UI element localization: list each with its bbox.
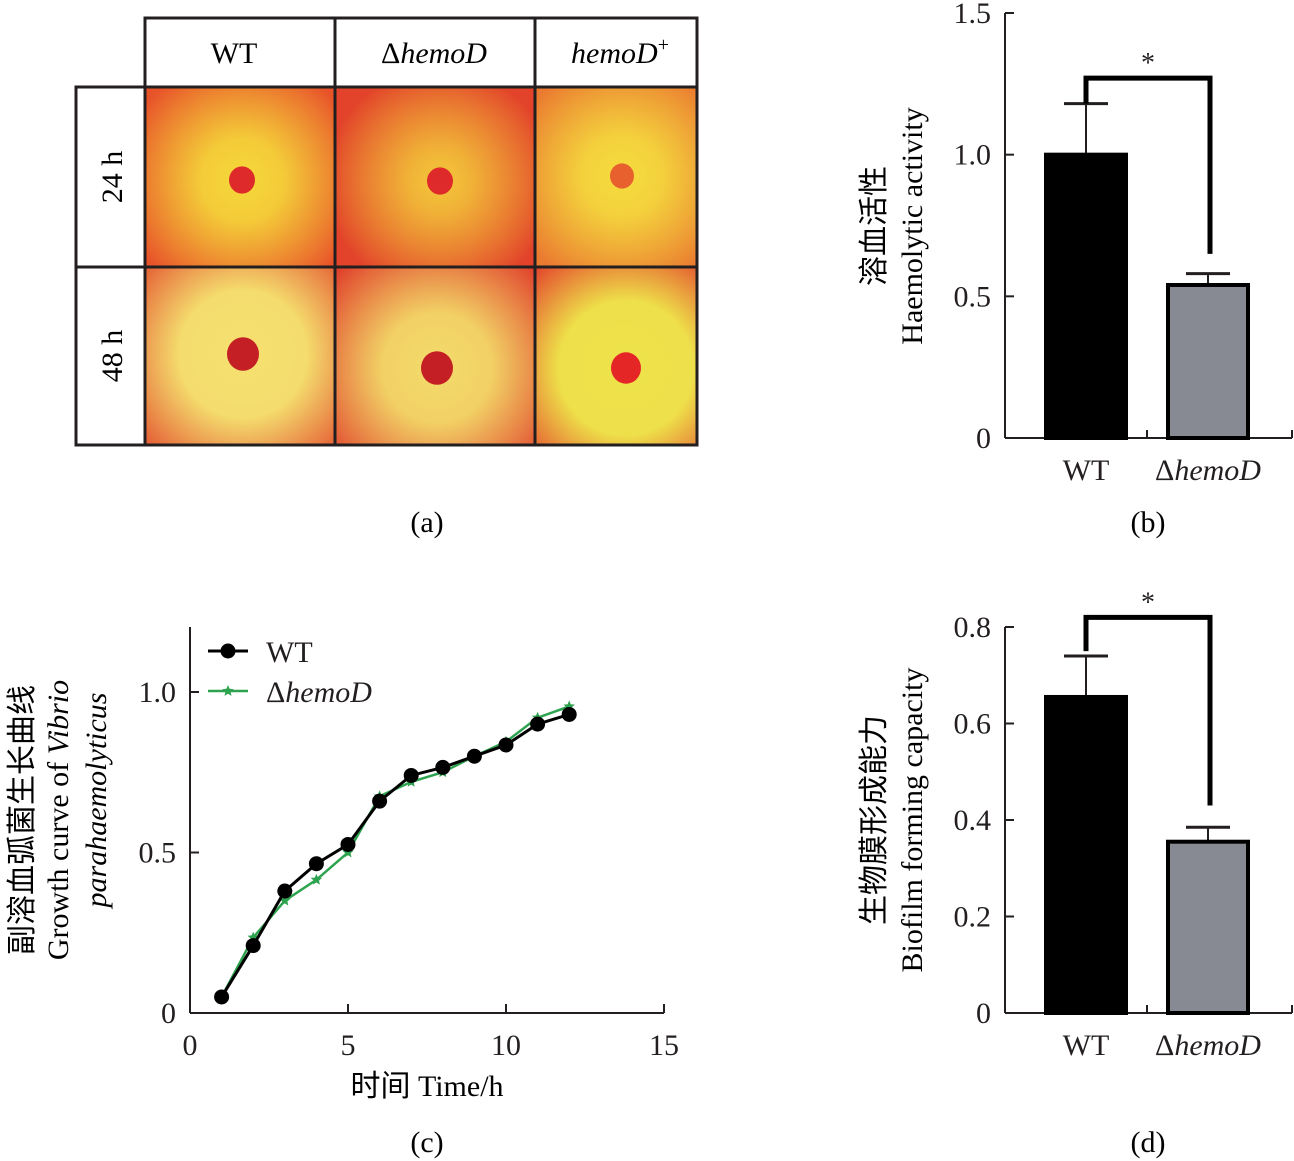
- data-point-wt: [530, 716, 546, 732]
- column-header-hemod-complement: hemoD+: [571, 34, 669, 70]
- y-tick-label: 0: [976, 422, 991, 455]
- legend-label-hemod: ΔhemoD: [266, 676, 372, 709]
- y-tick-label: 0.5: [954, 280, 992, 313]
- header-cell-hemod-mutant: [333, 16, 537, 89]
- legend: WT ΔhemoD: [208, 636, 372, 709]
- colony-spot: [421, 351, 453, 385]
- panel-label-a: (a): [410, 506, 443, 539]
- panel-c-ylabel: Growth curve of Vibrio: [42, 680, 75, 960]
- data-point-wt: [561, 706, 577, 722]
- y-tick-label: 1.0: [139, 676, 177, 709]
- data-point-wt: [277, 883, 293, 899]
- panel-c-ylabel-cn: 副溶血弧菌生长曲线: [6, 685, 39, 955]
- data-point-hemod: [310, 873, 323, 885]
- panel-c-xlabel: 时间 Time/h: [350, 1070, 503, 1103]
- data-point-wt: [372, 793, 388, 809]
- column-header-wt: WT: [211, 37, 258, 70]
- y-tick-label: 1.0: [954, 139, 992, 172]
- significance-star: *: [1141, 48, 1155, 79]
- panel-d-ylabel-cn: 生物膜形成能力: [858, 715, 891, 925]
- data-point-hemod: [279, 894, 291, 906]
- data-point-wt: [466, 748, 482, 764]
- panel-label-c: (c): [410, 1126, 443, 1159]
- x-tick-label: ΔhemoD: [1155, 1029, 1261, 1062]
- panel-a-haemolysis-plates: WT ΔhemoD hemoD+ 24 h 48 h (a): [74, 16, 699, 539]
- y-tick-label: 0: [161, 997, 176, 1030]
- significance-star: *: [1141, 587, 1155, 618]
- x-tick-label: 0: [183, 1029, 198, 1062]
- colony-spot: [427, 167, 453, 195]
- panel-d-biofilm-chart: 0 0.2 0.4 0.6 0.8 WT ΔhemoD * 生物膜形成能力 Biofilm f…: [858, 587, 1293, 1159]
- x-tick-label: WT: [1063, 1029, 1110, 1062]
- legend-marker-wt: [220, 643, 236, 659]
- data-point-wt: [498, 737, 514, 753]
- x-tick-label: 5: [341, 1029, 356, 1062]
- panel-c-growth-curve-chart: 0 5 10 15 0 0.5 1.0 WT ΔhemoD 副溶血弧菌生长曲线 Growth c…: [6, 627, 679, 1159]
- x-tick-label: WT: [1063, 454, 1110, 487]
- series-line-wt: [220, 713, 570, 998]
- y-tick-label: 0.5: [139, 837, 177, 870]
- panel-c-ylabel-species: parahaemolyticus: [80, 693, 113, 910]
- series-line-hemod: [220, 705, 570, 998]
- y-tick-label: 0: [976, 997, 991, 1030]
- data-point-wt: [340, 836, 356, 852]
- significance-bracket: [1083, 614, 1213, 806]
- colony-spot: [610, 163, 634, 189]
- colony-spot: [611, 352, 641, 384]
- row-header-cell-48h: [74, 265, 147, 447]
- panel-d-ylabel: Biofilm forming capacity: [896, 668, 929, 973]
- legend-marker-hemod: [222, 685, 234, 696]
- plate-grid-lines: [143, 85, 699, 447]
- legend-label-wt: WT: [266, 636, 313, 669]
- x-tick-label: 10: [491, 1029, 521, 1062]
- data-point-wt: [245, 938, 261, 954]
- plate-grid: [145, 87, 697, 445]
- panel-label-d: (d): [1131, 1126, 1166, 1159]
- row-header-24h: 24 h: [96, 151, 129, 204]
- y-tick-label: 0.2: [954, 901, 992, 934]
- colony-spot: [229, 166, 255, 194]
- data-point-wt: [214, 989, 230, 1005]
- data-point-wt: [308, 856, 324, 872]
- x-tick-label: ΔhemoD: [1155, 454, 1261, 487]
- significance-bracket: [1083, 75, 1213, 254]
- x-tick-label: 15: [649, 1029, 679, 1062]
- bar-wt: [1044, 152, 1128, 441]
- column-header-hemod-mutant: ΔhemoD: [381, 37, 487, 70]
- y-tick-label: 0.4: [954, 804, 992, 837]
- colony-spot: [227, 337, 259, 371]
- panel-b-ylabel-cn: 溶血活性: [858, 166, 891, 286]
- row-header-48h: 48 h: [96, 330, 129, 383]
- haemolysis-halo: [535, 267, 697, 445]
- bar-hemod: [1166, 839, 1250, 1016]
- bar-wt: [1044, 694, 1128, 1016]
- panel-b-haemolytic-activity-chart: 0 0.5 1.0 1.5 WT ΔhemoD * 溶血活性 Haemolytic acti…: [858, 0, 1293, 539]
- data-point-wt: [403, 767, 419, 783]
- y-tick-label: 0.8: [954, 611, 992, 644]
- bar-hemod: [1166, 283, 1250, 440]
- panel-b-ylabel: Haemolytic activity: [896, 107, 929, 344]
- panel-label-b: (b): [1131, 506, 1166, 539]
- header-cell-hemod-complement: [533, 16, 699, 89]
- y-tick-label: 1.5: [954, 0, 992, 30]
- y-tick-label: 0.6: [954, 708, 992, 741]
- data-point-wt: [435, 759, 451, 775]
